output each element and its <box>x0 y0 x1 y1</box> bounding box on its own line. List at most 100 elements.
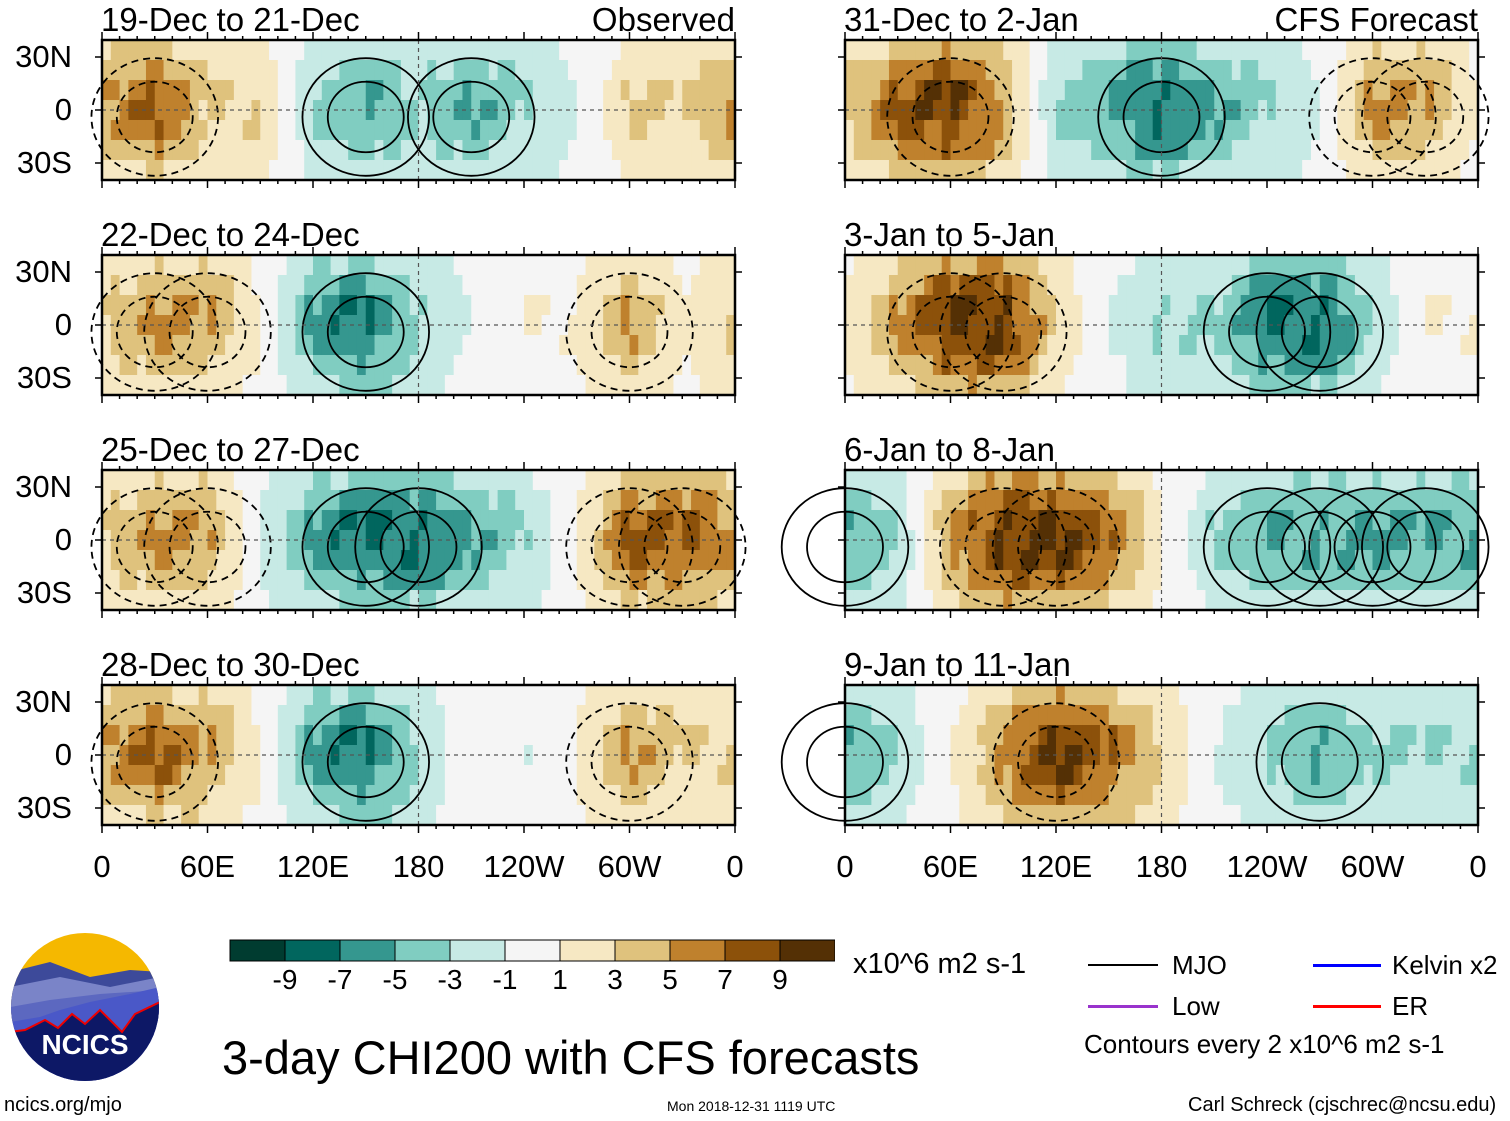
anomaly-cell <box>567 490 578 511</box>
anomaly-cell <box>1170 80 1180 101</box>
anomaly-cell <box>198 705 209 726</box>
anomaly-cell <box>1267 785 1277 806</box>
anomaly-cell <box>1029 120 1040 141</box>
anomaly-cell <box>585 375 595 396</box>
anomaly-cell <box>603 805 613 826</box>
anomaly-cell <box>1407 805 1418 826</box>
anomaly-cell <box>471 160 481 181</box>
site-link[interactable]: ncics.org/mjo <box>4 1094 122 1116</box>
anomaly-cell <box>462 100 472 121</box>
anomaly-cell <box>1003 725 1013 746</box>
anomaly-cell <box>1390 705 1400 726</box>
author-credit: Carl Schreck (cjschrec@ncsu.edu) <box>1188 1094 1497 1116</box>
anomaly-cell <box>471 295 481 316</box>
anomaly-cell <box>950 745 960 766</box>
anomaly-cell <box>880 470 890 491</box>
anomaly-cell <box>1381 160 1391 181</box>
anomaly-cell <box>1056 490 1066 511</box>
anomaly-cell <box>1064 470 1075 491</box>
anomaly-cell <box>277 685 288 706</box>
anomaly-cell <box>1029 725 1040 746</box>
anomaly-cell <box>427 120 437 141</box>
anomaly-cell <box>339 550 349 571</box>
anomaly-cell <box>400 590 411 611</box>
anomaly-cell <box>313 550 323 571</box>
anomaly-cell <box>1328 705 1338 726</box>
anomaly-cell <box>1337 40 1347 61</box>
anomaly-cell <box>110 550 121 571</box>
anomaly-cell <box>330 375 340 396</box>
anomaly-cell <box>110 335 121 356</box>
positive-contour <box>565 272 694 392</box>
anomaly-cell <box>1363 255 1374 276</box>
anomaly-cell <box>1460 705 1470 726</box>
anomaly-cell <box>576 255 587 276</box>
anomaly-cell <box>1099 705 1110 726</box>
anomaly-cell <box>585 255 595 276</box>
anomaly-cell <box>1187 160 1198 181</box>
anomaly-cell <box>1284 470 1294 491</box>
anomaly-cell <box>880 255 890 276</box>
anomaly-cell <box>1161 550 1171 571</box>
anomaly-cell <box>1390 160 1400 181</box>
anomaly-cell <box>1012 590 1022 611</box>
anomaly-cell <box>427 725 437 746</box>
anomaly-cell <box>233 685 244 706</box>
anomaly-cell <box>400 100 411 121</box>
anomaly-cell <box>251 490 261 511</box>
anomaly-cell <box>1152 80 1163 101</box>
anomaly-cell <box>242 355 253 376</box>
anomaly-cell <box>488 685 499 706</box>
anomaly-cell <box>260 490 270 511</box>
anomaly-cell <box>1143 80 1154 101</box>
anomaly-cell <box>620 705 631 726</box>
anomaly-cell <box>339 570 349 591</box>
anomaly-cell <box>427 765 437 786</box>
colorbar-tick-label: 7 <box>717 964 733 995</box>
anomaly-cell <box>638 550 648 571</box>
anomaly-cell <box>1187 255 1198 276</box>
anomaly-cell <box>897 785 908 806</box>
anomaly-cell <box>1310 335 1321 356</box>
anomaly-cell <box>880 725 890 746</box>
anomaly-cell <box>682 275 692 296</box>
anomaly-cell <box>119 295 129 316</box>
anomaly-cell <box>950 470 960 491</box>
anomaly-cell <box>932 805 943 826</box>
anomaly-cell <box>137 530 147 551</box>
anomaly-cell <box>1249 685 1259 706</box>
anomaly-cell <box>1170 470 1180 491</box>
anomaly-cell <box>1425 470 1435 491</box>
anomaly-cell <box>1082 785 1092 806</box>
anomaly-cell <box>1029 40 1040 61</box>
anomaly-cell <box>295 315 305 336</box>
anomaly-cell <box>1223 355 1233 376</box>
anomaly-cell <box>629 805 639 826</box>
anomaly-cell <box>1205 590 1215 611</box>
anomaly-cell <box>915 40 925 61</box>
anomaly-cell <box>233 470 244 491</box>
anomaly-cell <box>853 725 864 746</box>
anomaly-cell <box>409 355 420 376</box>
anomaly-cell <box>959 470 969 491</box>
anomaly-cell <box>845 255 855 276</box>
anomaly-cell <box>506 80 516 101</box>
anomaly-cell <box>110 355 121 376</box>
anomaly-cell <box>506 40 516 61</box>
anomaly-cell <box>1442 295 1453 316</box>
anomaly-cell <box>295 685 305 706</box>
anomaly-cell <box>128 315 138 336</box>
anomaly-cell <box>1346 120 1356 141</box>
anomaly-cell <box>585 120 595 141</box>
anomaly-cell <box>1073 160 1083 181</box>
anomaly-cell <box>1310 60 1321 81</box>
anomaly-cell <box>1310 805 1321 826</box>
anomaly-cell <box>1152 275 1163 296</box>
anomaly-cell <box>845 160 855 181</box>
anomaly-cell <box>163 805 173 826</box>
anomaly-cell <box>1047 120 1057 141</box>
anomaly-cell <box>1442 275 1453 296</box>
anomaly-cell <box>198 745 209 766</box>
anomaly-cell <box>647 725 657 746</box>
anomaly-cell <box>1038 805 1048 826</box>
